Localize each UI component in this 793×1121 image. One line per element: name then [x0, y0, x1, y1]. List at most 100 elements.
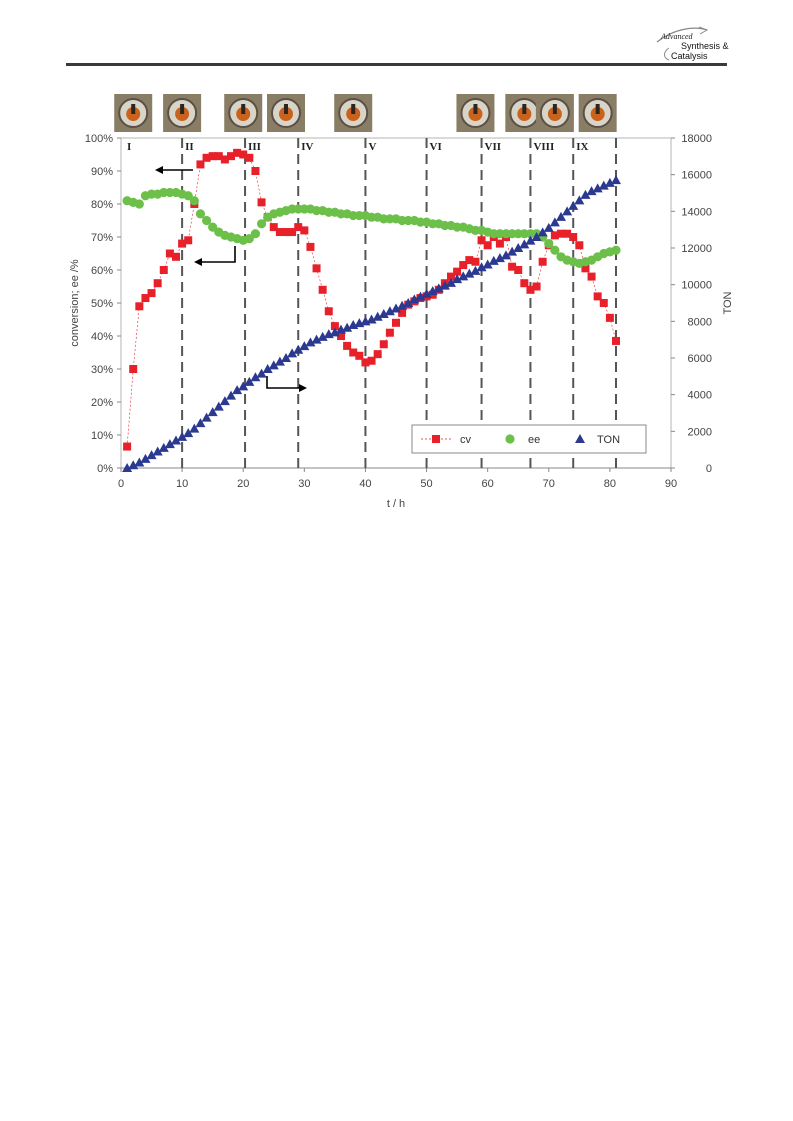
cv-point	[605, 313, 614, 322]
y-right-tick-label: 4000	[688, 390, 712, 402]
journal-logo: Advanced Synthesis & Catalysis	[656, 26, 729, 61]
ton-point	[476, 262, 487, 272]
ton-point	[537, 227, 548, 237]
cv-point	[453, 267, 462, 276]
ton-point	[128, 460, 139, 470]
x-tick-label: 50	[420, 478, 432, 490]
cv-point	[587, 272, 596, 281]
phase-label: VII	[485, 141, 502, 153]
cv-point	[324, 307, 333, 316]
ton-point	[232, 385, 243, 395]
ton-point	[274, 356, 285, 366]
y-left-tick-label: 90%	[91, 166, 113, 178]
ee-point	[134, 199, 144, 209]
reactor-photos	[114, 94, 617, 132]
cv-point	[294, 223, 303, 232]
arrow-cv-left	[155, 166, 193, 174]
y-right-tick-label: 16000	[681, 170, 712, 182]
cv-point	[123, 442, 132, 451]
ton-point	[140, 453, 151, 463]
ton-point	[299, 341, 310, 351]
cv-point	[129, 365, 138, 373]
phase-label: IV	[301, 141, 313, 153]
ton-point	[311, 334, 322, 344]
y-left-tick-label: 60%	[91, 265, 113, 277]
ton-point	[446, 277, 456, 287]
ton-point	[592, 183, 603, 193]
ton-point	[611, 175, 621, 185]
cv-point	[508, 262, 517, 271]
reactor-photo-6	[456, 94, 495, 132]
ton-point	[152, 446, 163, 456]
legend-marker-ton	[575, 434, 585, 443]
y-left-tick-label: 50%	[91, 298, 113, 310]
arrow-ton-right	[266, 376, 307, 392]
cv-point	[257, 198, 266, 207]
cv-point	[398, 308, 407, 317]
ee-point	[544, 239, 554, 249]
chart: 0 10 20 30 40 50 60 70 80 90 0% 10% 20% 30% 40% 50% 60% 7…	[69, 94, 734, 510]
ton-point	[531, 232, 542, 241]
cv-point	[575, 241, 584, 250]
cv-point	[172, 252, 180, 261]
cv-point	[593, 292, 602, 301]
y-right-axis-title: TON	[722, 291, 734, 314]
ton-point	[372, 311, 383, 321]
cv-point	[514, 266, 523, 274]
reactor-photo-3	[224, 94, 263, 132]
ton-point	[409, 294, 420, 304]
ton-point	[433, 283, 444, 293]
x-tick-label: 70	[543, 478, 555, 490]
cv-point	[532, 282, 541, 291]
ton-point	[604, 177, 615, 187]
cv-point	[483, 241, 492, 250]
logo-text-synthesis: Synthesis &	[681, 41, 729, 51]
logo-text-advanced: Advanced	[660, 32, 694, 41]
legend-marker-ee	[505, 434, 515, 444]
cv-point	[330, 322, 339, 331]
ton-point	[164, 439, 175, 449]
phase-label: VI	[430, 141, 442, 153]
ton-point	[562, 206, 573, 216]
ee-point	[208, 222, 218, 232]
ton-point	[317, 331, 328, 341]
cv-point	[318, 285, 327, 294]
cv-point	[135, 302, 144, 311]
y-right-tick-label: 18000	[681, 133, 712, 145]
ton-point	[415, 291, 426, 301]
ton-point	[452, 274, 463, 284]
ton-point	[378, 309, 389, 318]
cv-point	[379, 340, 388, 349]
ton-point	[403, 298, 414, 307]
ton-point	[568, 200, 579, 210]
ton-point	[158, 442, 169, 452]
cv-point	[557, 229, 565, 238]
ton-point	[556, 211, 566, 221]
cv-point	[269, 223, 278, 232]
cv-point	[147, 289, 156, 298]
y-left-tick-label: 0%	[97, 463, 113, 475]
phase-label: IX	[576, 141, 588, 153]
cv-point	[477, 236, 486, 245]
cv-point	[599, 299, 608, 307]
cv-point	[306, 242, 315, 251]
ton-point	[513, 243, 524, 252]
legend: cv ee TON	[411, 424, 647, 454]
y-left-tick-label: 40%	[91, 331, 113, 343]
cv-point	[581, 264, 590, 273]
cv-point	[165, 249, 174, 258]
ton-point	[342, 322, 353, 332]
cv-point	[361, 358, 370, 367]
phase-label: V	[368, 141, 376, 153]
cv-point	[202, 153, 211, 162]
cv-point	[282, 228, 290, 237]
ton-point	[488, 255, 499, 265]
y-right-tick-label: 12000	[681, 243, 712, 255]
cv-point	[337, 332, 345, 340]
y-left-tick-label: 80%	[91, 199, 113, 211]
cv-point	[447, 272, 455, 281]
ee-point	[189, 196, 199, 206]
data-series	[122, 148, 621, 472]
ton-point	[427, 286, 438, 296]
cv-point	[196, 160, 205, 169]
